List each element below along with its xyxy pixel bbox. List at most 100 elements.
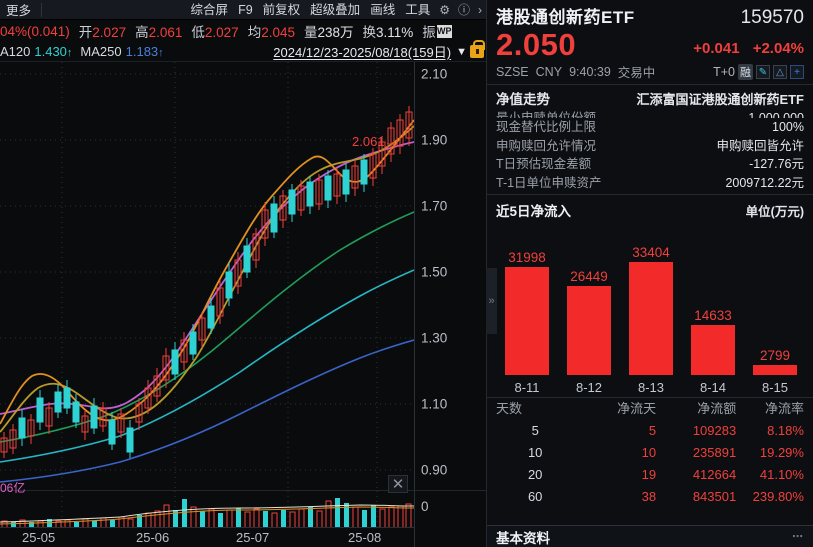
chevron-down-icon[interactable]: ▼ <box>456 45 467 58</box>
date-tick: 25-06 <box>136 530 170 545</box>
more-menu-button[interactable]: 更多 <box>6 4 32 18</box>
info-key: 最小申赎单位份额 <box>496 111 597 118</box>
bar-item: 31998 <box>505 243 549 375</box>
basic-info-label: 基本资料 <box>496 530 550 546</box>
net-flow-table: 天数 净流天 净流额 净流率 5 5 109283 8.18% 10 10 23… <box>487 397 813 508</box>
chart-panel: 更多 综合屏 F9 前复权 超级叠加 画线 工具 ⚙ ⓘ › 04%(0.041… <box>0 0 486 547</box>
table-row: 60 38 843501 239.80% <box>496 486 804 508</box>
bar-item: 14633 <box>691 243 735 375</box>
header-divider <box>487 84 813 85</box>
basic-info-section[interactable]: 基本资料 ⋯ <box>487 525 813 547</box>
bar-value-label: 31998 <box>508 250 546 265</box>
info-value: 1,000,000 <box>748 111 804 118</box>
info-value: 申购赎回皆允许 <box>716 138 804 153</box>
bar-item: 33404 <box>629 243 673 375</box>
nav-value-row: 净值走势 汇添富国证港股通创新药ETF <box>487 85 813 110</box>
info-value: 100% <box>772 120 804 134</box>
price-tick: 1.30 <box>421 330 448 346</box>
info-key: 现金替代比例上限 <box>496 120 597 134</box>
fund-full-name: 汇添富国证港股通创新药ETF <box>636 91 804 107</box>
ma250-label: MA250 <box>80 44 122 59</box>
change-percent: 04%(0.041) <box>0 23 70 39</box>
volume-label: 量 <box>303 25 318 40</box>
date-axis: 25-05 25-06 25-07 25-08 <box>0 527 414 547</box>
bar-rect <box>753 365 797 375</box>
tab-f9[interactable]: F9 <box>238 2 253 17</box>
chart-toolbar: 更多 综合屏 F9 前复权 超级叠加 画线 工具 ⚙ ⓘ › <box>0 0 486 20</box>
tab-super-overlay[interactable]: 超级叠加 <box>310 2 361 17</box>
overflow-menu-icon[interactable]: ⋯ <box>792 531 804 543</box>
lock-icon[interactable] <box>470 40 485 58</box>
table-row: 5 5 109283 8.18% <box>496 420 804 442</box>
table-row: 最小申赎单位份额 1,000,000 <box>496 109 804 118</box>
tab-forward-adjust[interactable]: 前复权 <box>262 2 301 17</box>
net-inflow-title: 近5日净流入 <box>496 204 572 219</box>
bar-category-label: 8-11 <box>514 380 540 395</box>
high-value: 2.061 <box>148 25 183 40</box>
panel-collapse-handle[interactable]: » <box>486 268 497 334</box>
close-icon[interactable]: ✕ <box>388 475 408 493</box>
gear-icon[interactable]: ⚙ <box>439 2 450 17</box>
date-tick: 25-08 <box>348 530 382 545</box>
bar-rect <box>691 325 735 375</box>
bar-rect <box>567 286 611 375</box>
table-row: 10 10 235891 19.29% <box>496 442 804 464</box>
cell-days: 5 <box>531 423 539 438</box>
volume-chart[interactable]: 06亿 ✕ <box>0 475 486 547</box>
last-price: 2.050 <box>496 27 577 62</box>
security-code: 159570 <box>740 7 804 28</box>
price-tick: 0.90 <box>421 462 448 478</box>
table-row: T-1日单位申赎资产 2009712.22元 <box>496 174 804 193</box>
ma120-value: 1.430 <box>34 44 72 59</box>
price-plot-svg <box>0 62 414 490</box>
price-tick: 2.10 <box>421 66 448 82</box>
column-header-net-days: 净流天 <box>617 401 657 416</box>
currency-label: CNY <box>535 64 563 79</box>
chevron-right-icon[interactable]: › <box>478 2 482 17</box>
cell-net-days: 5 <box>648 423 657 438</box>
cell-net-days: 19 <box>641 467 657 482</box>
table-header-row: 天数 净流天 净流额 净流率 <box>496 398 804 420</box>
date-range-selector[interactable]: 2024/12/23-2025/08/18(159日) <box>273 45 452 60</box>
cell-net-rate: 41.10% <box>759 467 804 482</box>
volume-value: 238万 <box>317 25 354 40</box>
volume-scale-label: 06亿 <box>0 481 26 495</box>
bar-value-label: 26449 <box>570 269 608 284</box>
tab-draw-line[interactable]: 画线 <box>370 2 396 17</box>
volume-tick: 0 <box>421 499 429 514</box>
high-label: 高 <box>135 25 149 40</box>
net-inflow-bar-chart: 31998 8-11 26449 8-12 33404 8-13 14633 8… <box>493 222 807 397</box>
table-row: 20 19 412664 41.10% <box>496 464 804 486</box>
cell-net-days: 10 <box>641 445 657 460</box>
column-header-net-amount: 净流额 <box>697 401 737 416</box>
bell-icon[interactable]: △ <box>773 64 787 79</box>
avg-value: 2.045 <box>261 25 295 40</box>
info-value: 2009712.22元 <box>725 175 804 190</box>
price-tick: 1.50 <box>421 264 448 280</box>
moving-average-bar: A120 1.430 MA250 1.183 2024/12/23-2025/0… <box>0 40 486 62</box>
turnover-label: 换 <box>362 25 377 40</box>
cell-days: 20 <box>527 467 543 482</box>
open-value: 2.027 <box>92 25 127 40</box>
candlestick-chart[interactable]: 2.061→ 2.10 1.90 1.70 1.50 1.30 1.10 0.9… <box>0 62 486 490</box>
date-tick: 25-05 <box>22 530 56 545</box>
help-icon[interactable]: ⓘ <box>457 2 470 17</box>
bar-rect <box>629 262 673 375</box>
low-value: 2.027 <box>204 25 239 40</box>
cell-net-amount: 235891 <box>692 445 737 460</box>
tab-tools[interactable]: 工具 <box>405 2 431 17</box>
price-tick: 1.90 <box>421 132 448 148</box>
tab-composite-screen[interactable]: 综合屏 <box>190 2 229 17</box>
table-row: T日预估现金差额 -127.76元 <box>496 155 804 174</box>
fund-info-table: 最小申赎单位份额 1,000,000 现金替代比例上限 100% 申购赎回允许情… <box>487 110 813 192</box>
open-label: 开 <box>78 25 93 40</box>
plus-icon[interactable]: + <box>790 64 804 79</box>
cell-days: 10 <box>527 445 543 460</box>
security-name: 港股通创新药ETF <box>496 8 635 27</box>
pencil-icon[interactable]: ✎ <box>756 64 770 79</box>
market-status: 交易中 <box>617 66 656 80</box>
bar-rect <box>505 267 549 375</box>
bar-value-label: 14633 <box>694 308 732 323</box>
settlement-badge: T+0 <box>713 64 735 79</box>
